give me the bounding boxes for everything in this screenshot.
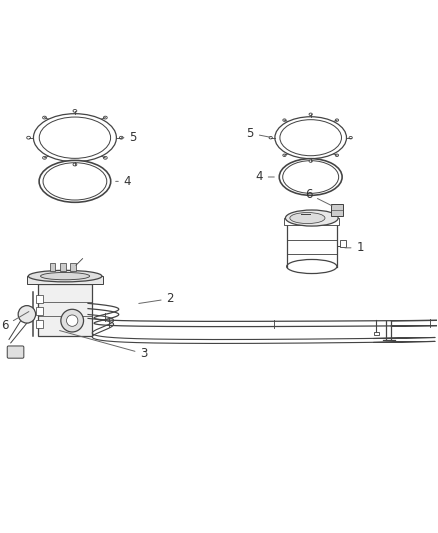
Ellipse shape bbox=[287, 260, 337, 273]
Ellipse shape bbox=[120, 136, 123, 139]
Text: 6: 6 bbox=[1, 312, 29, 333]
Bar bbox=[331, 204, 343, 216]
Ellipse shape bbox=[28, 270, 102, 282]
Text: 1: 1 bbox=[345, 241, 364, 254]
Circle shape bbox=[18, 305, 35, 323]
Text: 4: 4 bbox=[255, 171, 274, 183]
Ellipse shape bbox=[336, 154, 339, 157]
Ellipse shape bbox=[73, 109, 77, 112]
Ellipse shape bbox=[27, 136, 31, 139]
Ellipse shape bbox=[43, 163, 107, 200]
Ellipse shape bbox=[42, 156, 46, 159]
Bar bbox=[340, 239, 346, 247]
Bar bbox=[60, 263, 66, 271]
Bar bbox=[50, 263, 56, 271]
Ellipse shape bbox=[39, 160, 111, 203]
Bar bbox=[27, 276, 103, 284]
Text: 6: 6 bbox=[305, 188, 332, 206]
Ellipse shape bbox=[103, 116, 107, 119]
Ellipse shape bbox=[39, 117, 110, 158]
Ellipse shape bbox=[286, 210, 338, 226]
FancyBboxPatch shape bbox=[38, 284, 92, 336]
Ellipse shape bbox=[309, 160, 312, 163]
Text: 5: 5 bbox=[121, 131, 137, 144]
Ellipse shape bbox=[283, 160, 339, 193]
Ellipse shape bbox=[103, 156, 107, 159]
Text: 5: 5 bbox=[247, 127, 270, 140]
Ellipse shape bbox=[290, 213, 325, 223]
Text: 2: 2 bbox=[139, 292, 174, 305]
Ellipse shape bbox=[336, 119, 339, 122]
Ellipse shape bbox=[283, 119, 286, 122]
Ellipse shape bbox=[279, 159, 342, 195]
Bar bbox=[35, 320, 43, 328]
Ellipse shape bbox=[283, 154, 286, 157]
Bar bbox=[35, 306, 43, 314]
Ellipse shape bbox=[73, 163, 77, 166]
Bar bbox=[285, 218, 339, 225]
Ellipse shape bbox=[280, 120, 342, 156]
Circle shape bbox=[61, 309, 84, 332]
Ellipse shape bbox=[269, 136, 272, 139]
Text: 3: 3 bbox=[60, 330, 148, 360]
Ellipse shape bbox=[33, 114, 117, 161]
Bar bbox=[35, 295, 43, 303]
Ellipse shape bbox=[42, 116, 46, 119]
Ellipse shape bbox=[275, 117, 346, 159]
Ellipse shape bbox=[41, 272, 90, 280]
Text: 4: 4 bbox=[116, 175, 131, 188]
Ellipse shape bbox=[309, 113, 312, 116]
Bar bbox=[71, 263, 76, 271]
Circle shape bbox=[67, 315, 78, 326]
Ellipse shape bbox=[349, 136, 352, 139]
FancyBboxPatch shape bbox=[7, 346, 24, 358]
Bar bbox=[374, 332, 379, 335]
